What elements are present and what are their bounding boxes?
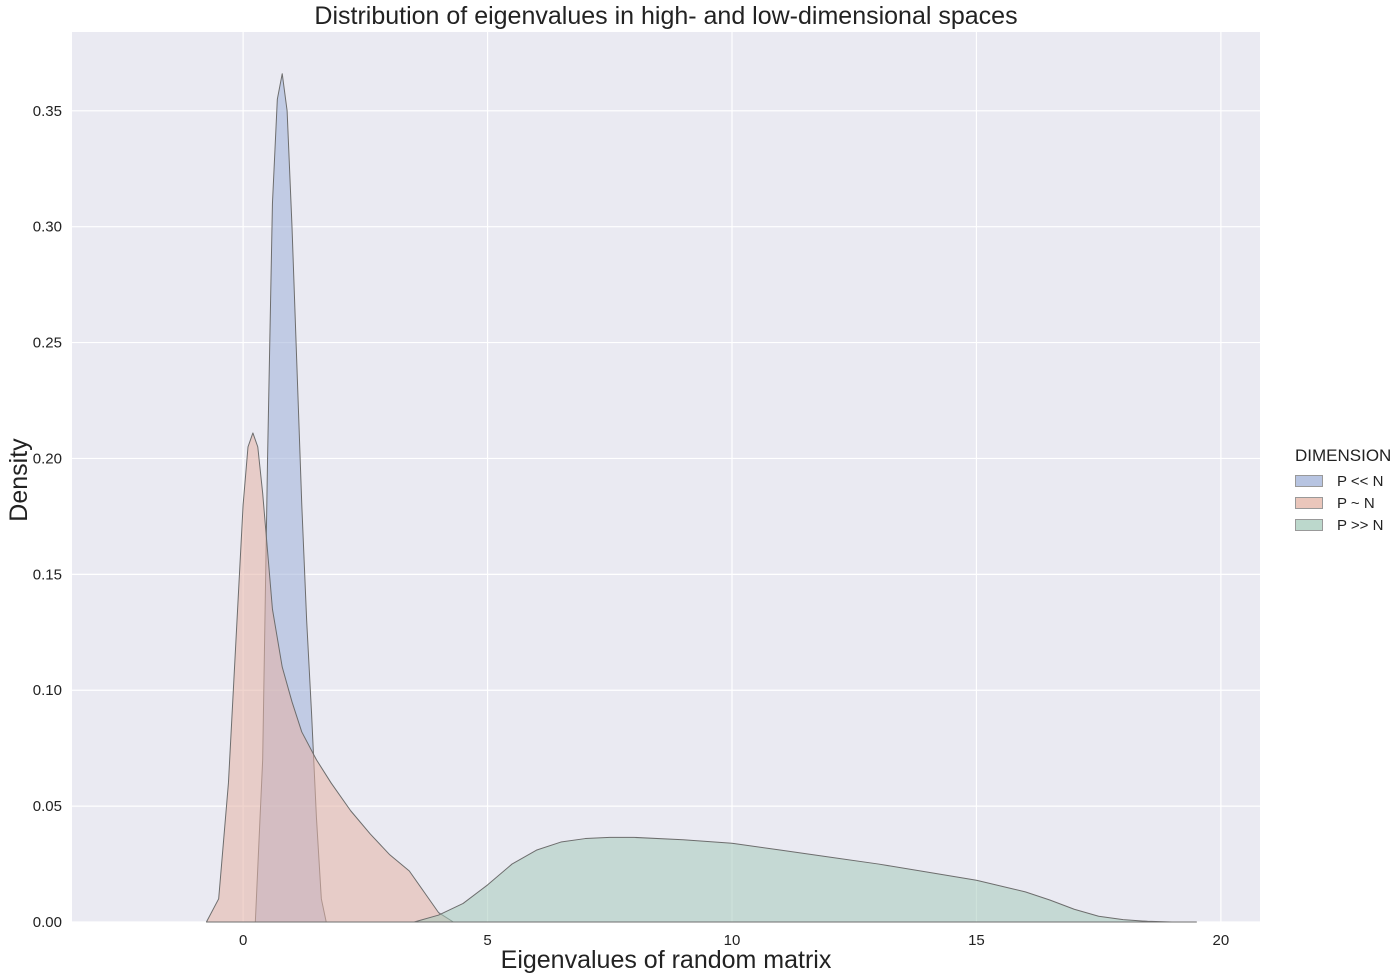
legend-swatch bbox=[1295, 475, 1323, 487]
legend-swatch bbox=[1295, 519, 1323, 531]
legend-item: P ~ N bbox=[1295, 492, 1391, 514]
legend-label: P ~ N bbox=[1337, 494, 1375, 512]
legend-item: P << N bbox=[1295, 470, 1391, 492]
x-tick-label: 0 bbox=[239, 932, 247, 949]
y-tick-label: 0.05 bbox=[33, 798, 62, 815]
legend-label: P >> N bbox=[1337, 516, 1384, 534]
y-axis-label: Density bbox=[5, 438, 33, 522]
legend: DIMENSION P << N P ~ N P >> N bbox=[1295, 446, 1391, 536]
series-area-2 bbox=[205, 432, 454, 923]
y-tick-label: 0.35 bbox=[33, 103, 62, 120]
x-tick-label: 10 bbox=[724, 932, 741, 949]
y-tick-label: 0.20 bbox=[33, 450, 62, 467]
x-tick-label: 15 bbox=[968, 932, 985, 949]
series-area-3 bbox=[413, 836, 1197, 923]
legend-items: P << N P ~ N P >> N bbox=[1295, 470, 1391, 536]
chart-title: Distribution of eigenvalues in high- and… bbox=[314, 2, 1017, 30]
y-tick-label: 0.25 bbox=[33, 335, 62, 352]
y-tick-label: 0.30 bbox=[33, 219, 62, 236]
legend-item: P >> N bbox=[1295, 514, 1391, 536]
legend-swatch bbox=[1295, 497, 1323, 509]
series-areas bbox=[205, 73, 1197, 923]
legend-title: DIMENSION bbox=[1295, 446, 1392, 465]
y-tick-label: 0.10 bbox=[33, 682, 62, 699]
legend-label: P << N bbox=[1337, 472, 1384, 490]
tick-labels: 0 5 10 15 20 0.00 0.05 0.10 0.15 0.20 0.25 0.30 0.35 bbox=[33, 103, 1229, 949]
x-axis-label: Eigenvalues of random matrix bbox=[501, 946, 832, 974]
x-tick-label: 5 bbox=[483, 932, 491, 949]
y-tick-label: 0.15 bbox=[33, 566, 62, 583]
x-tick-label: 20 bbox=[1213, 932, 1230, 949]
y-tick-label: 0.00 bbox=[33, 914, 62, 931]
